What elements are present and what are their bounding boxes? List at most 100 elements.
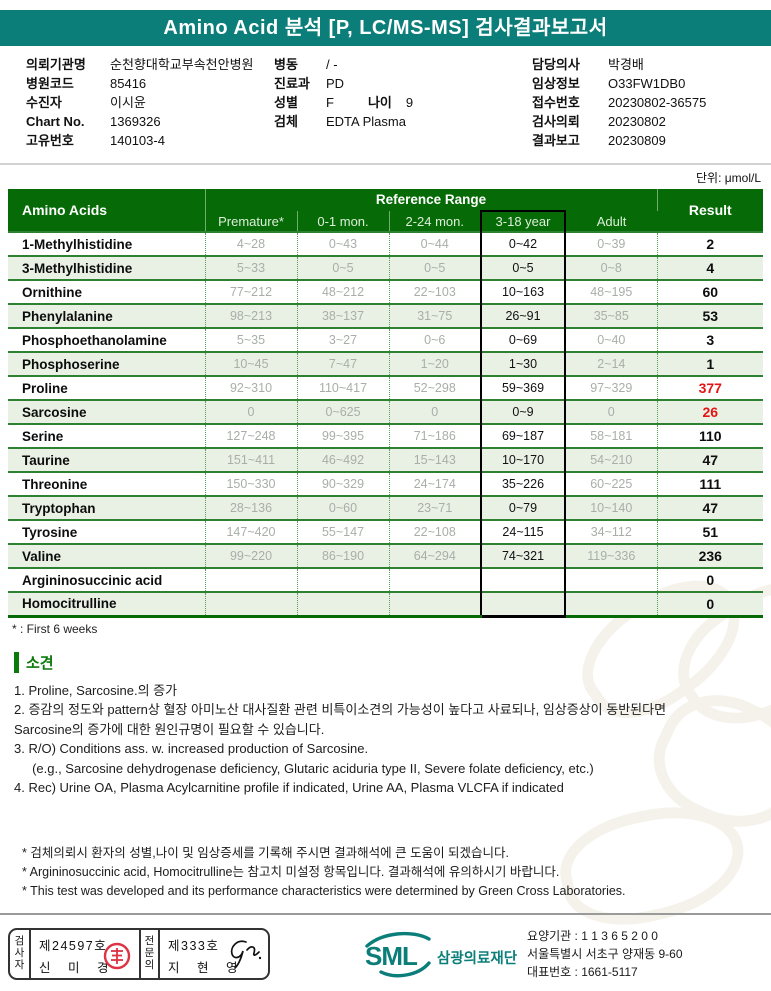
result-cell: 51 — [656, 519, 764, 544]
column-header-result: Result — [657, 189, 764, 232]
table-row: Tyrosine 147~420 55~147 22~108 24~115 34~112 5… — [8, 519, 764, 544]
info-row: 담당의사 박경배 — [532, 56, 706, 74]
info-row: 의뢰기관명 순천향대학교부속천안병원 — [26, 56, 274, 74]
reference-range-cell: 0 — [204, 399, 297, 424]
reference-range-cell: 48~212 — [296, 279, 389, 304]
info-value: 20230802-36575 — [608, 95, 707, 110]
reference-range-cell: 7~47 — [296, 351, 389, 376]
reference-range-cell: 35~85 — [564, 303, 658, 328]
reference-range-cell — [388, 591, 481, 618]
reference-range-cell: 52~298 — [388, 375, 481, 400]
reference-range-cell: 0~39 — [564, 231, 658, 256]
findings-line: 1. Proline, Sarcosine.의 증가 — [14, 682, 178, 698]
result-cell: 47 — [656, 447, 764, 472]
info-label: 수진자 — [26, 95, 62, 110]
table-row: Phenylalanine 98~213 38~137 31~75 26~91 35~85… — [8, 303, 764, 328]
amino-acid-name-cell: 3-Methylhistidine — [8, 255, 205, 280]
reference-range-cell: 69~187 — [480, 423, 566, 448]
footnote-line: * Argininosuccinic acid, Homocitrulline는… — [22, 864, 560, 879]
info-value: 1369326 — [110, 114, 161, 129]
info-row: Chart No. 1369326 — [26, 113, 274, 131]
reference-range-cell: 0~40 — [564, 327, 658, 352]
amino-acid-name-cell: Sarcosine — [8, 399, 205, 424]
specialist-cell: 제333호 지 현 영 — [160, 930, 268, 978]
amino-acid-name-cell: Phosphoethanolamine — [8, 327, 205, 352]
reference-range-cell — [296, 567, 389, 592]
info-label: 의뢰기관명 — [26, 57, 86, 72]
amino-acid-name-cell: Proline — [8, 375, 205, 400]
sub-column-header: Adult — [564, 211, 658, 232]
reference-range-cell: 1~30 — [480, 351, 566, 376]
reference-range-cell: 0~5 — [480, 255, 566, 280]
table-row: Proline 92~310 110~417 52~298 59~369 97~329 37… — [8, 375, 764, 400]
info-value: 20230809 — [608, 133, 666, 148]
reference-range-cell: 0~44 — [388, 231, 481, 256]
reference-range-cell — [388, 567, 481, 592]
table-footnote: * : First 6 weeks — [12, 621, 98, 636]
info-value: 140103-4 — [110, 133, 165, 148]
findings-line: (e.g., Sarcosine dehydrogenase deficienc… — [14, 760, 594, 776]
reference-range-cell: 35~226 — [480, 471, 566, 496]
reference-range-cell: 55~147 — [296, 519, 389, 544]
reference-range-cell: 99~395 — [296, 423, 389, 448]
reference-range-cell — [480, 591, 566, 618]
column-header-amino-acids: Amino Acids — [8, 189, 205, 232]
info-value: EDTA Plasma — [326, 114, 406, 129]
amino-acid-name-cell: Tryptophan — [8, 495, 205, 520]
info-value: 이시윤 — [110, 95, 146, 110]
result-cell: 111 — [656, 471, 764, 496]
reference-range-cell: 0~5 — [296, 255, 389, 280]
reference-range-cell — [564, 591, 658, 618]
reference-range-cell: 4~28 — [204, 231, 297, 256]
signature-icon — [230, 940, 262, 969]
info-column-right: 담당의사 박경배 임상정보 O33FW1DB0 접수번호 20230802-36575 검사… — [532, 55, 706, 151]
sub-column-header: 2-24 mon. — [388, 211, 481, 232]
findings-line: 3. R/O) Conditions ass. w. increased pro… — [14, 741, 369, 756]
vertical-label-char: 의 — [144, 958, 155, 971]
reference-range-cell: 23~71 — [388, 495, 481, 520]
reference-range-cell: 5~33 — [204, 255, 297, 280]
reference-range-cell: 10~140 — [564, 495, 658, 520]
org-contact-line: 서울특별시 서초구 양재동 9-60 — [527, 947, 683, 961]
result-cell: 0 — [656, 567, 764, 592]
reference-range-cell: 2~14 — [564, 351, 658, 376]
reference-range-cell: 92~310 — [204, 375, 297, 400]
reference-range-cell: 34~112 — [564, 519, 658, 544]
amino-acid-name-cell: 1-Methylhistidine — [8, 231, 205, 256]
examiner-name: 신 미 경 — [39, 961, 116, 975]
reference-range-cell: 0~5 — [388, 255, 481, 280]
lab-org-block: SML 삼광의료재단 요양기관 : 1 1 3 6 5 2 0 0 서울특별시 서… — [363, 927, 683, 981]
info-row: 수진자 이시윤 — [26, 94, 274, 112]
specialist-name: 지 현 영 — [168, 961, 245, 975]
result-cell: 53 — [656, 303, 764, 328]
result-cell: 377 — [656, 375, 764, 400]
reference-range-cell: 97~329 — [564, 375, 658, 400]
section-divider-line — [0, 163, 771, 165]
footnote-line: * 검체의뢰시 환자의 성별,나이 및 임상증세를 기록해 주시면 결과해석에 … — [22, 845, 510, 860]
reference-range-cell: 48~195 — [564, 279, 658, 304]
table-row: Serine 127~248 99~395 71~186 69~187 58~181 110 — [8, 423, 764, 448]
reference-range-cell: 24~174 — [388, 471, 481, 496]
reference-range-cell: 0~9 — [480, 399, 566, 424]
info-column-middle: 병동 / - 진료과 PD 성별 F 나이 9 검체 EDTA Plasma — [274, 55, 532, 151]
info-value: PD — [326, 76, 345, 91]
reference-range-cell: 10~45 — [204, 351, 297, 376]
sub-column-header: 3-18 year — [480, 210, 566, 232]
red-seal-icon — [103, 942, 131, 970]
examiner-license-no: 제24597호 — [39, 939, 108, 953]
sub-column-header: 0-1 mon. — [296, 211, 389, 232]
amino-acid-result-table: Amino Acids Reference Range Result Prema… — [8, 189, 764, 618]
reference-range-cell: 24~115 — [480, 519, 566, 544]
org-contact-line: 요양기관 : 1 1 3 6 5 2 0 0 — [527, 929, 658, 943]
reference-range-cell: 0~6 — [388, 327, 481, 352]
unit-label: 단위: μmol/L — [695, 171, 761, 185]
table-row: Phosphoserine 10~45 7~47 1~20 1~30 2~14 1 — [8, 351, 764, 376]
amino-acid-name-cell: Ornithine — [8, 279, 205, 304]
reference-range-cell: 1~20 — [388, 351, 481, 376]
result-cell: 110 — [656, 423, 764, 448]
info-value: 20230802 — [608, 114, 666, 129]
reference-range-cell: 10~170 — [480, 447, 566, 472]
reference-range-cell: 22~108 — [388, 519, 481, 544]
info-value: O33FW1DB0 — [608, 76, 686, 91]
result-cell: 236 — [656, 543, 764, 568]
